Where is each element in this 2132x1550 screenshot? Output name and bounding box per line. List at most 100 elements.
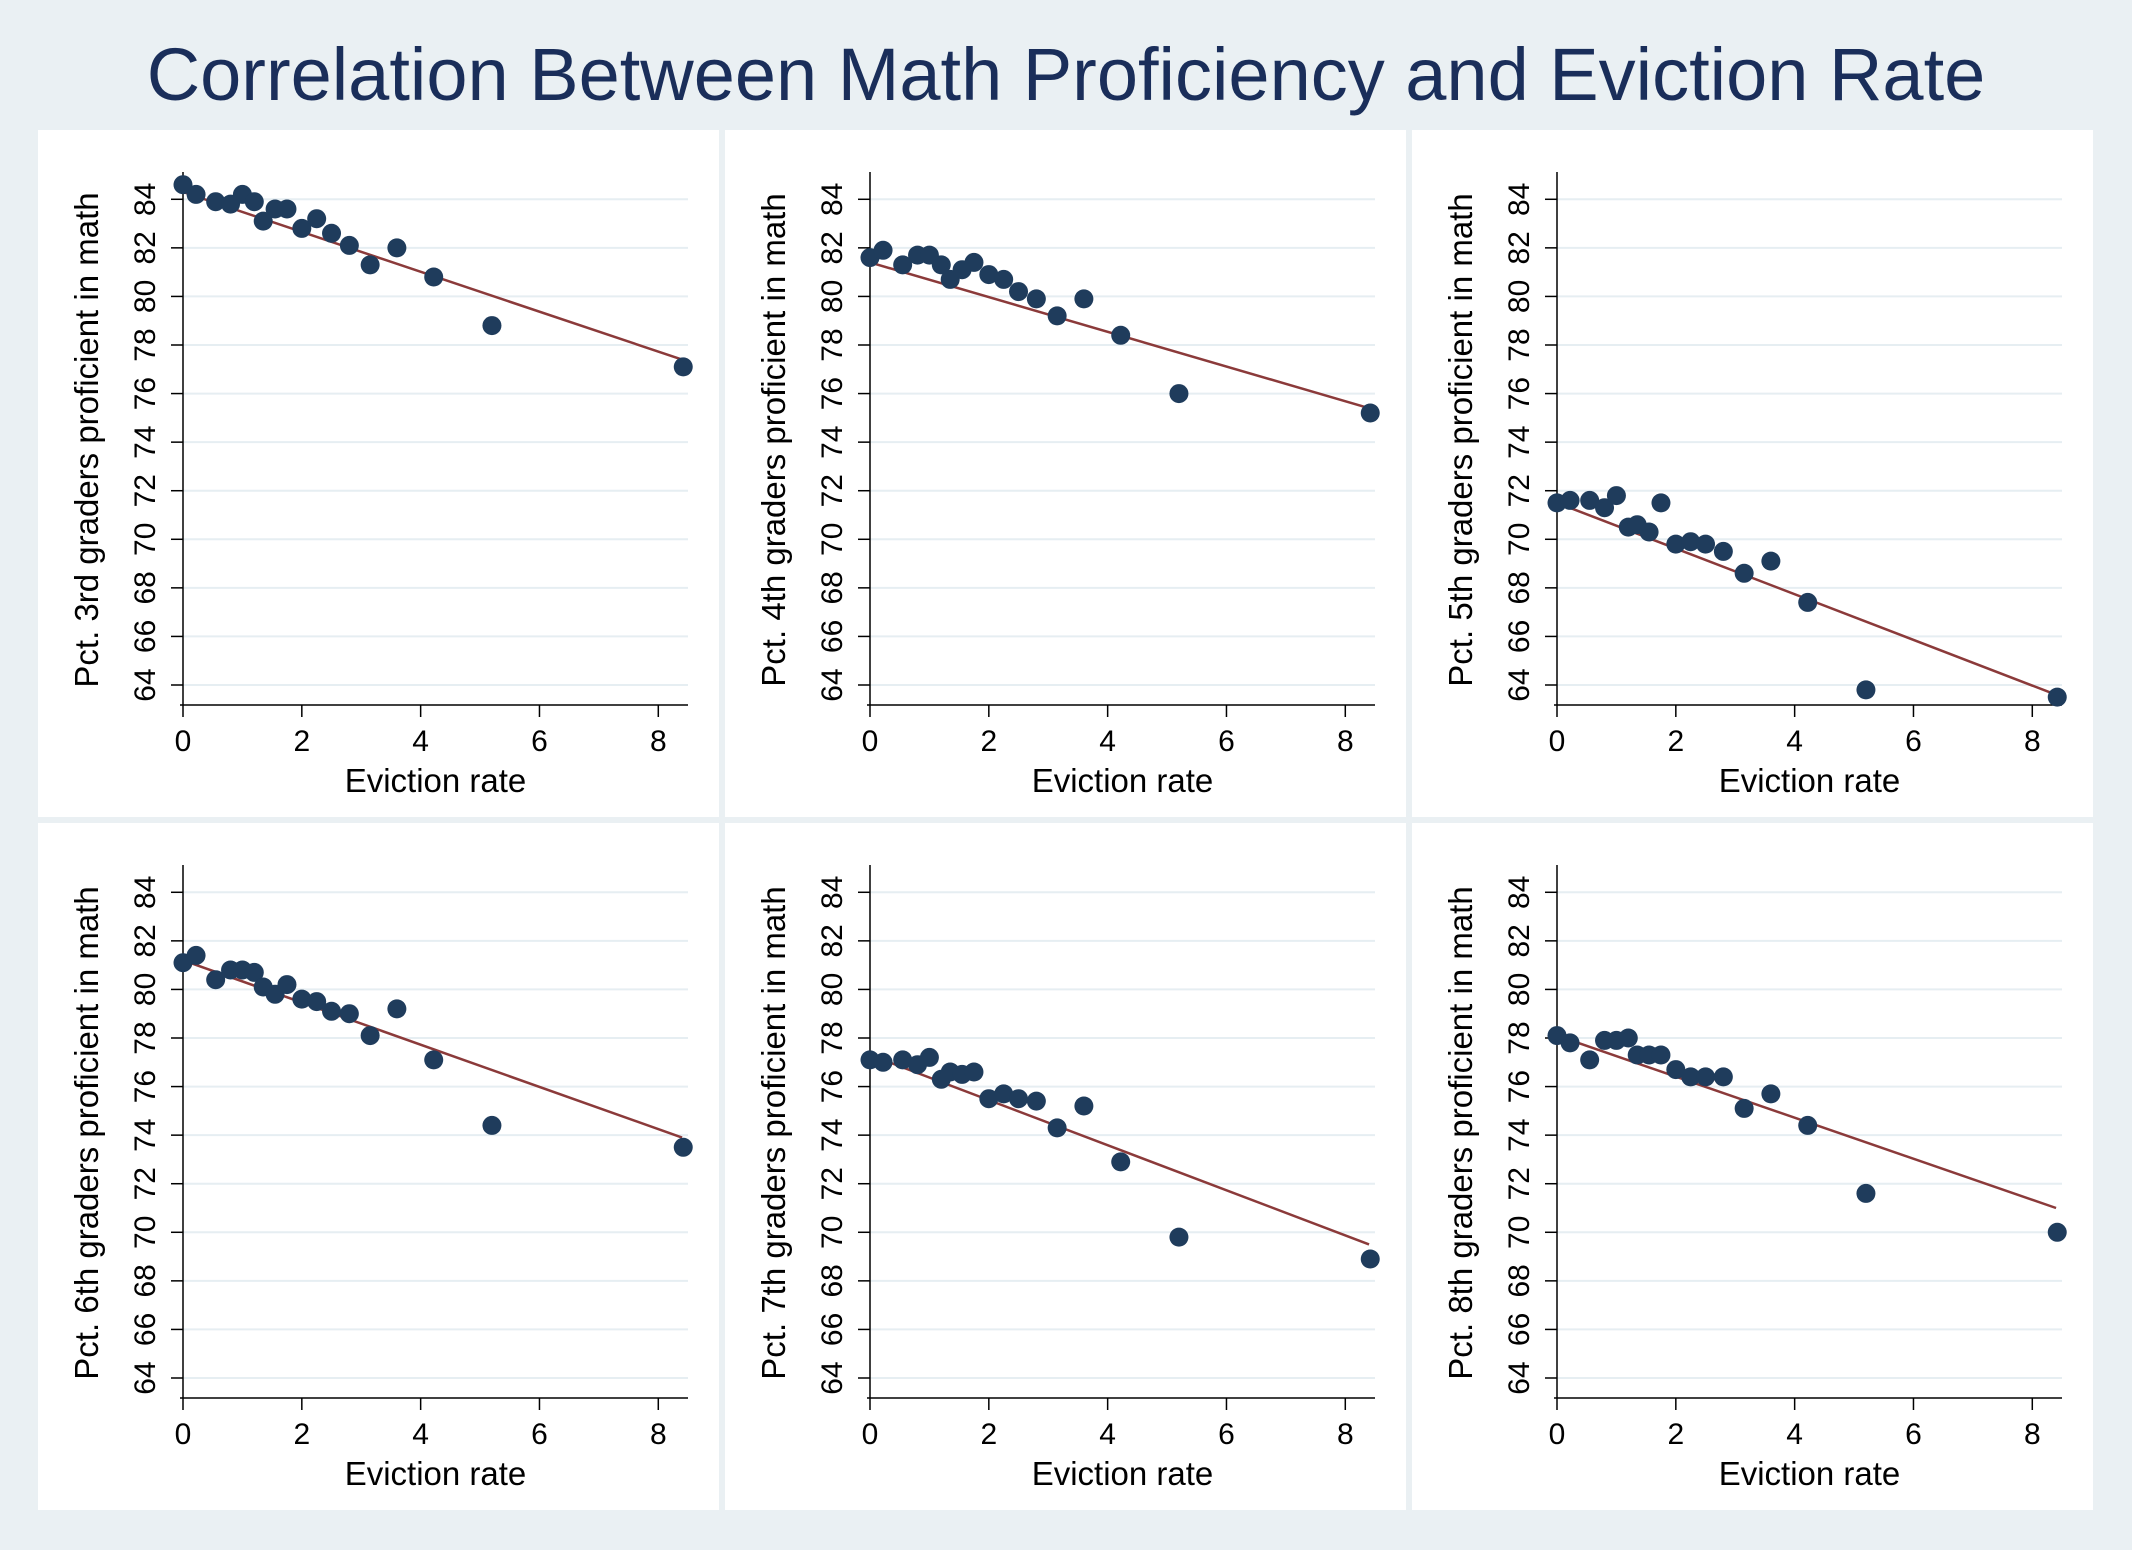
x-axis-title: Eviction rate xyxy=(1032,1455,1214,1492)
data-point xyxy=(1360,1249,1380,1269)
x-tick-label: 4 xyxy=(1786,1418,1803,1451)
x-tick-label: 6 xyxy=(1905,725,1922,758)
panel-2-background xyxy=(725,130,1406,817)
y-tick-label: 84 xyxy=(816,183,849,216)
y-tick-label: 80 xyxy=(129,280,162,313)
data-point xyxy=(1696,534,1716,554)
data-point xyxy=(1111,1152,1131,1172)
data-point xyxy=(1713,1067,1733,1087)
data-point xyxy=(979,1089,999,1109)
data-point xyxy=(1798,592,1818,612)
data-point xyxy=(1360,403,1380,423)
data-point xyxy=(1169,1227,1189,1247)
y-axis-title: Pct. 8th graders proficient in math xyxy=(1442,886,1479,1379)
data-point xyxy=(919,1047,939,1067)
y-tick-label: 70 xyxy=(1503,523,1536,556)
y-tick-label: 68 xyxy=(129,1264,162,1297)
x-tick-label: 2 xyxy=(1667,1418,1684,1451)
data-point xyxy=(1681,1067,1701,1087)
y-tick-label: 72 xyxy=(129,1167,162,1200)
y-tick-label: 70 xyxy=(1503,1216,1536,1249)
y-tick-label: 74 xyxy=(816,1118,849,1151)
data-point xyxy=(1169,384,1189,404)
y-tick-label: 84 xyxy=(1503,183,1536,216)
x-axis-title: Eviction rate xyxy=(345,1455,527,1492)
y-tick-label: 76 xyxy=(129,377,162,410)
panel-6-background xyxy=(1412,823,2093,1510)
y-tick-label: 76 xyxy=(1503,377,1536,410)
data-point xyxy=(360,1026,380,1046)
y-tick-label: 70 xyxy=(129,523,162,556)
data-point xyxy=(277,199,297,219)
y-tick-label: 78 xyxy=(1503,328,1536,361)
data-point xyxy=(1761,551,1781,571)
data-point xyxy=(873,240,893,260)
y-tick-label: 82 xyxy=(816,924,849,957)
data-point xyxy=(1111,325,1131,345)
y-tick-label: 70 xyxy=(129,1216,162,1249)
data-point xyxy=(387,238,407,258)
x-tick-label: 0 xyxy=(1549,1418,1566,1451)
data-point xyxy=(931,255,951,275)
data-point xyxy=(994,1084,1014,1104)
x-tick-label: 0 xyxy=(175,725,192,758)
x-tick-label: 4 xyxy=(412,725,429,758)
data-point xyxy=(322,1001,342,1021)
data-point xyxy=(1761,1084,1781,1104)
y-tick-label: 80 xyxy=(816,973,849,1006)
data-point xyxy=(1074,289,1094,309)
data-point xyxy=(1734,1098,1754,1118)
data-point xyxy=(1560,1033,1580,1053)
data-point xyxy=(206,970,226,990)
x-tick-label: 6 xyxy=(531,1418,548,1451)
y-tick-label: 84 xyxy=(129,183,162,216)
y-axis-title: Pct. 6th graders proficient in math xyxy=(68,886,105,1379)
y-tick-label: 64 xyxy=(129,668,162,701)
y-tick-label: 82 xyxy=(1503,924,1536,957)
data-point xyxy=(673,1137,693,1157)
data-point xyxy=(1681,532,1701,552)
data-point xyxy=(186,945,206,965)
x-tick-label: 0 xyxy=(862,725,879,758)
data-point xyxy=(1856,680,1876,700)
data-point xyxy=(186,184,206,204)
y-tick-label: 80 xyxy=(1503,280,1536,313)
data-point xyxy=(1026,289,1046,309)
y-tick-label: 68 xyxy=(1503,1264,1536,1297)
y-tick-label: 78 xyxy=(1503,1021,1536,1054)
x-axis-title: Eviction rate xyxy=(1032,762,1214,799)
data-point xyxy=(1009,282,1029,302)
data-point xyxy=(1026,1091,1046,1111)
y-tick-label: 82 xyxy=(816,231,849,264)
y-tick-label: 82 xyxy=(129,231,162,264)
x-tick-label: 0 xyxy=(862,1418,879,1451)
y-tick-label: 72 xyxy=(816,474,849,507)
x-axis-title: Eviction rate xyxy=(345,762,527,799)
y-tick-label: 74 xyxy=(129,425,162,458)
y-tick-label: 74 xyxy=(816,425,849,458)
figure-title: Correlation Between Math Proficiency and… xyxy=(146,33,1986,116)
data-point xyxy=(1713,541,1733,561)
y-tick-label: 74 xyxy=(1503,425,1536,458)
data-point xyxy=(673,357,693,377)
panel-3-background xyxy=(1412,130,2093,817)
data-point xyxy=(244,962,264,982)
x-tick-label: 8 xyxy=(1337,1418,1354,1451)
y-tick-label: 64 xyxy=(1503,668,1536,701)
y-tick-label: 80 xyxy=(816,280,849,313)
data-point xyxy=(1651,493,1671,513)
data-point xyxy=(964,252,984,272)
fit-line xyxy=(869,1053,1370,1246)
data-point xyxy=(253,211,273,231)
y-tick-label: 76 xyxy=(129,1070,162,1103)
x-tick-label: 0 xyxy=(175,1418,192,1451)
data-point xyxy=(277,975,297,995)
data-point xyxy=(964,1062,984,1082)
x-tick-label: 8 xyxy=(2024,1418,2041,1451)
